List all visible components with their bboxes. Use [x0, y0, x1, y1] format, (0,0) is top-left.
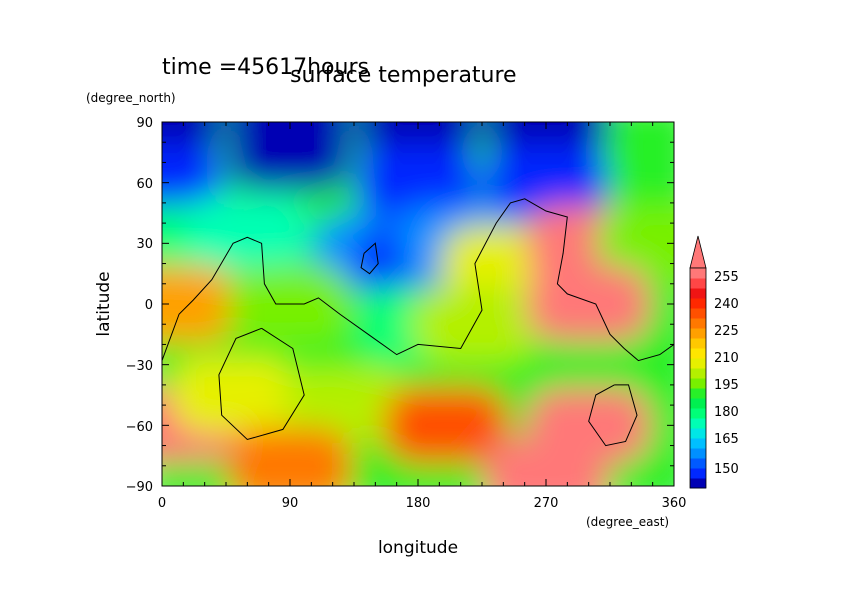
y-tick-label: 0: [145, 298, 153, 313]
colorbar-label: 180: [714, 405, 739, 420]
colorbar-label: 150: [714, 462, 739, 477]
field-cell: [412, 286, 537, 363]
colorbar-band: [690, 368, 706, 379]
y-tick-label: 90: [136, 116, 153, 131]
colorbar-band: [690, 478, 706, 489]
colorbar-band: [690, 448, 706, 459]
y-tick-label: −60: [126, 420, 153, 435]
time-label: time =45617hours: [162, 55, 369, 80]
field-cell: [284, 367, 409, 444]
colorbar-label: 195: [714, 378, 739, 393]
x-axis-label: longitude: [378, 538, 458, 558]
colorbar-band: [690, 458, 706, 469]
contour-loop-east: [588, 384, 638, 447]
colorbar-band: [690, 288, 706, 299]
field-cell: [228, 427, 352, 486]
temperature-field: [162, 122, 674, 486]
y-tick-label: 60: [136, 177, 153, 192]
colorbar-band: [690, 428, 706, 439]
x-tick-label: 90: [282, 496, 299, 511]
contour-loop-small: [360, 242, 379, 275]
y-tick-label: 30: [136, 237, 153, 252]
colorbar-band: [690, 418, 706, 429]
field-cell: [171, 357, 296, 433]
y-tick-label: −30: [126, 359, 153, 374]
y-axis: (degree_north) 90 60 30 0 −30 −60 −90 la…: [86, 91, 176, 495]
plot-area: [161, 121, 675, 487]
colorbar-band: [690, 378, 706, 389]
colorbar-band: [690, 438, 706, 449]
y-tick-label: −90: [126, 480, 153, 495]
chart-title: surface temperature: [290, 63, 517, 88]
tick-marks: [161, 121, 675, 487]
colorbar-label: 255: [714, 270, 739, 285]
field-cell: [228, 122, 352, 191]
x-unit: (degree_east): [586, 515, 669, 529]
colorbar-extend-arrow: [689, 235, 707, 269]
colorbar-band: [690, 348, 706, 359]
x-tick-label: 270: [534, 496, 559, 511]
colorbar-band: [690, 268, 706, 279]
colorbar-band: [690, 408, 706, 419]
field-cell: [526, 266, 651, 342]
x-tick-label: 180: [406, 496, 431, 511]
colorbar-band: [690, 328, 706, 339]
colorbar-label: 210: [714, 351, 739, 366]
y-unit: (degree_north): [86, 91, 176, 105]
contour-lines: [162, 198, 674, 447]
colorbar-band: [690, 398, 706, 409]
colorbar-band: [690, 298, 706, 309]
x-tick-label: 360: [662, 496, 687, 511]
x-tick-label: 0: [158, 496, 166, 511]
colorbar-label: 240: [714, 297, 739, 312]
colorbar-band: [690, 338, 706, 349]
y-axis-label: latitude: [94, 271, 114, 336]
contour-loop-west: [218, 327, 305, 441]
colorbar-band: [690, 358, 706, 369]
colorbar-label: 225: [714, 324, 739, 339]
field-cell: [162, 266, 239, 342]
colorbar-label: 165: [714, 432, 739, 447]
colorbar: 255 240 225 210 195 180 165 150: [689, 235, 739, 489]
field-cell: [356, 144, 480, 221]
colorbar-frame: [689, 267, 707, 489]
colorbar-band: [690, 388, 706, 399]
field-cell: [597, 205, 674, 282]
field-cell: [484, 437, 608, 486]
x-axis: 0 90 180 270 360 (degree_east) longitude: [158, 496, 687, 558]
colorbar-band: [690, 318, 706, 329]
colorbar-band: [690, 278, 706, 289]
colorbar-band: [690, 468, 706, 479]
contour-coastline-main: [162, 198, 674, 362]
field-cell: [384, 387, 509, 464]
colorbar-band: [690, 308, 706, 319]
field-cell: [185, 195, 310, 272]
